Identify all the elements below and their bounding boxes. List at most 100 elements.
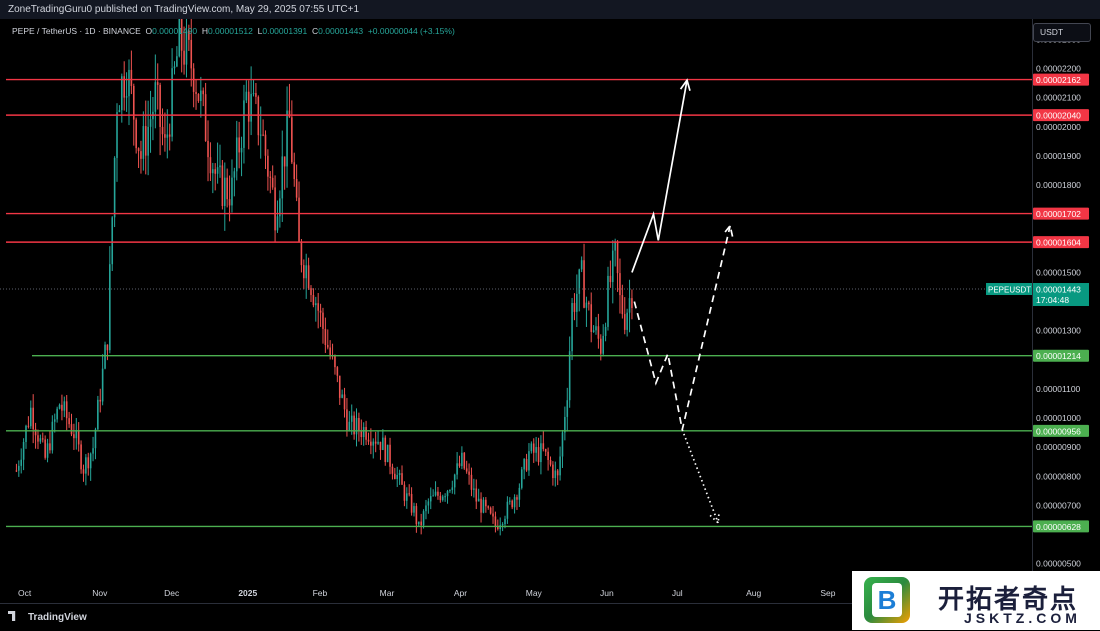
- candle-body: [132, 85, 135, 120]
- candle-body: [544, 449, 547, 452]
- time-tick-label: Mar: [380, 588, 395, 598]
- candle-body: [257, 96, 260, 136]
- candle-body: [427, 501, 430, 506]
- time-axis-scale[interactable]: Oct Nov Dec 2025 Feb Mar Apr May Jun Jul Aug Sep: [0, 583, 1032, 603]
- candle-body: [267, 155, 269, 177]
- close-value: 0.00001443: [318, 26, 364, 36]
- candle-body: [111, 217, 114, 265]
- candle-body: [209, 157, 212, 174]
- candle-body: [477, 498, 480, 502]
- candle-body: [578, 269, 581, 294]
- candle-body: [226, 177, 228, 200]
- tradingview-logo[interactable]: TradingView: [8, 611, 87, 623]
- candle-body: [523, 459, 525, 470]
- candle-body: [530, 443, 533, 452]
- scenario-path-dotted[interactable]: [681, 429, 719, 524]
- currency-button[interactable]: USDT: [1033, 23, 1091, 42]
- candle-body: [128, 69, 130, 97]
- candle-body: [255, 93, 257, 97]
- candle-body: [453, 474, 456, 488]
- scenario-arrowhead-dashed: [722, 223, 734, 237]
- candle-body: [195, 91, 197, 94]
- candle-body: [231, 177, 233, 206]
- chart-area[interactable]: PEPEUSDT PEPE / TetherUS · 1D · BINANCE …: [0, 19, 1033, 603]
- candle-body: [580, 260, 583, 270]
- candle-body: [319, 310, 322, 313]
- candle-body: [293, 162, 296, 180]
- last-price-tag: [1033, 283, 1089, 307]
- publisher-text: ZoneTradingGuru0 published on TradingVie…: [8, 4, 360, 15]
- time-axis[interactable]: Oct Nov Dec 2025 Feb Mar Apr May Jun Jul Aug Sep: [0, 583, 1032, 603]
- candle-body: [29, 407, 32, 427]
- candle-body: [492, 513, 494, 517]
- candle-body: [228, 199, 231, 206]
- low-value: 0.00001391: [262, 26, 308, 36]
- candle-body: [576, 293, 578, 312]
- candle-body: [130, 69, 133, 86]
- symbol-legend: PEPE / TetherUS · 1D · BINANCE O0.000014…: [12, 26, 455, 36]
- candle-body: [288, 110, 291, 118]
- candle-body: [44, 439, 46, 458]
- resistance-level-tag: [1033, 109, 1089, 122]
- time-tick-label: Aug: [746, 588, 761, 598]
- candle-body: [353, 415, 355, 435]
- candle-body: [190, 39, 193, 69]
- candle-body: [173, 66, 176, 69]
- price-axis-scale[interactable]: 0.00002162 0.00002040 0.00001702 0.00001604…: [1033, 19, 1100, 603]
- candle-body: [494, 516, 497, 527]
- price-axis[interactable]: 0.00002162 0.00002040 0.00001702 0.00001604…: [1033, 19, 1100, 603]
- candle-body: [358, 417, 360, 431]
- candle-body: [604, 326, 607, 336]
- price-tick-label: 0.00000900: [1036, 442, 1081, 452]
- symbol-name[interactable]: PEPE / TetherUS · 1D · BINANCE: [12, 26, 141, 36]
- candle-body: [528, 451, 530, 471]
- candle-body: [532, 443, 535, 453]
- candle-body: [391, 466, 394, 474]
- candle-body: [350, 415, 353, 422]
- candle-body: [286, 110, 288, 167]
- candle-body: [235, 137, 238, 172]
- candle-body: [600, 338, 602, 354]
- candle-body: [176, 56, 178, 67]
- time-tick-label: Feb: [313, 588, 328, 598]
- candle-body: [238, 137, 240, 153]
- site-watermark: B 开拓者奇点 JSKTZ.COM: [852, 571, 1100, 630]
- candle-body: [489, 507, 492, 514]
- candle-body: [439, 495, 442, 501]
- candle-body: [379, 441, 382, 450]
- candle-body: [559, 456, 561, 476]
- candle-body: [516, 497, 518, 500]
- time-tick-label: Nov: [92, 588, 108, 598]
- symbol-tag-box: [986, 283, 1032, 296]
- candle-body: [214, 169, 217, 174]
- candle-body: [183, 50, 185, 65]
- support-level-tag: [1033, 349, 1089, 362]
- candle-body: [310, 288, 312, 296]
- close-label: C: [312, 26, 319, 36]
- candle-body: [334, 356, 336, 368]
- candle-body: [461, 452, 463, 467]
- candle-body: [82, 469, 85, 474]
- candle-body: [540, 443, 542, 463]
- candle-body: [25, 425, 27, 443]
- candle-body: [401, 473, 403, 485]
- candle-body: [374, 441, 377, 444]
- high-value: 0.00001512: [207, 26, 253, 36]
- candle-body: [300, 241, 303, 266]
- candlestick-chart[interactable]: PEPEUSDT: [0, 19, 1032, 603]
- candle-body: [475, 488, 478, 502]
- candle-body: [276, 216, 279, 231]
- candle-body: [118, 110, 121, 113]
- scenario-path-dashed[interactable]: [633, 225, 731, 430]
- candle-body: [156, 82, 159, 85]
- price-tick-label: 0.00001800: [1036, 180, 1081, 190]
- support-level-label: 0.00000628: [1036, 522, 1081, 532]
- candle-body: [137, 148, 140, 152]
- candle-body: [135, 119, 137, 149]
- candle-body: [329, 347, 331, 356]
- candle-body: [245, 91, 248, 101]
- candle-body: [159, 84, 161, 127]
- candle-body: [80, 444, 82, 470]
- tradingview-logo-icon: [8, 611, 16, 621]
- scenario-path-solid[interactable]: [631, 80, 688, 273]
